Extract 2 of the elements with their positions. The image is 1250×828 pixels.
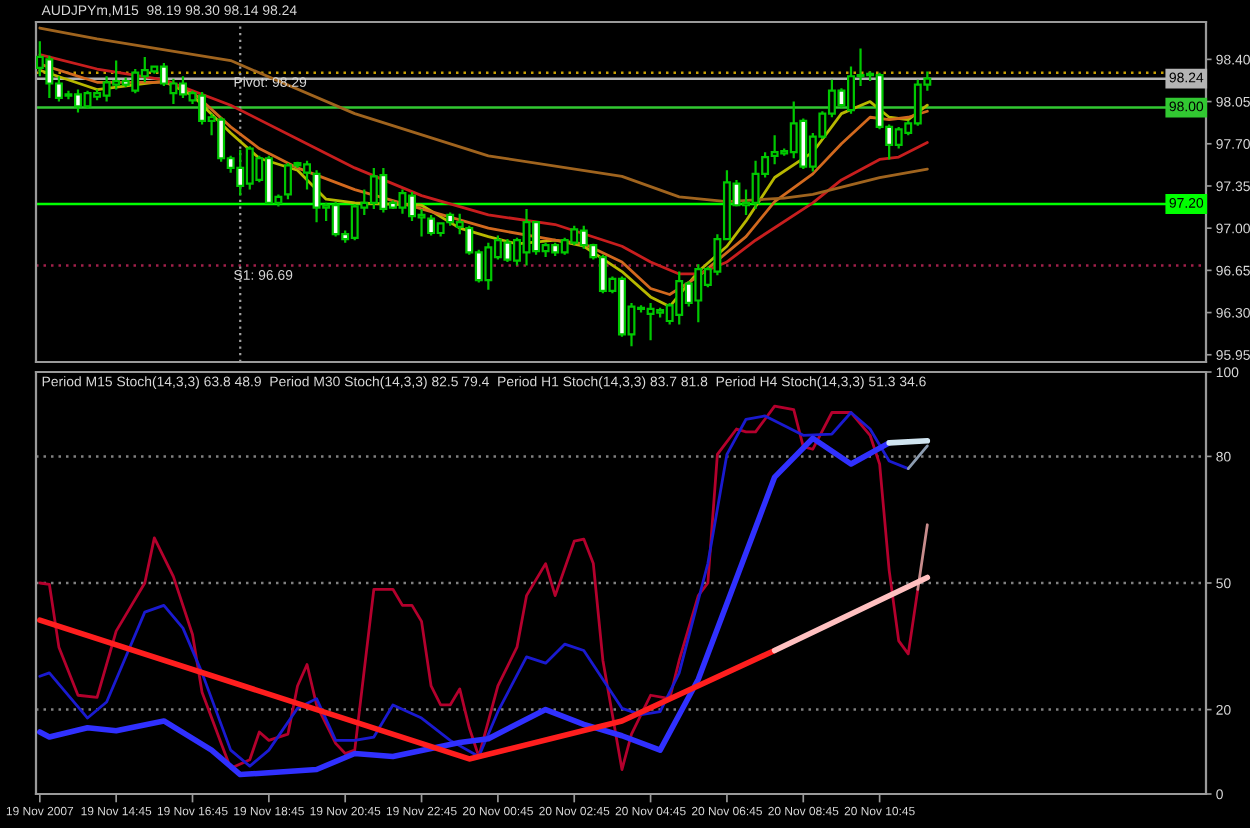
- line-series: [38, 26, 929, 204]
- line-series: [37, 617, 778, 762]
